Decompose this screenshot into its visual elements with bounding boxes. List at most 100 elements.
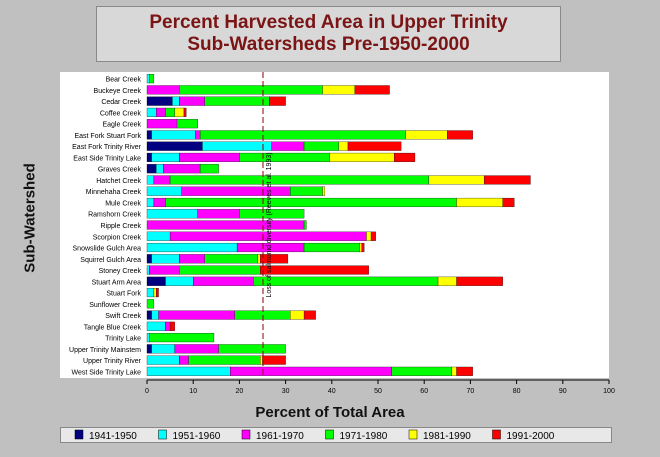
category-label: Squirrel Gulch Area [80, 257, 141, 264]
bar-segment [204, 254, 259, 264]
bar-segment [146, 141, 203, 151]
bar-segment [158, 310, 235, 320]
category-label: Snowslide Gulch Area [73, 246, 142, 253]
bar-segment [146, 220, 305, 230]
bar-segment [359, 242, 362, 253]
bar-segment [361, 242, 365, 253]
bar-segment [179, 254, 205, 264]
x-tick-label: 100 [603, 388, 615, 395]
bar-segment [146, 152, 152, 162]
bar-segment [253, 276, 439, 286]
legend-label: 1991-2000 [507, 431, 555, 442]
legend-swatch [74, 429, 84, 440]
bar-segment [165, 197, 457, 208]
category-label: Swift Creek [105, 313, 141, 320]
bar-segment [502, 197, 515, 208]
bar-segment [149, 333, 215, 343]
bar-segment [146, 254, 152, 264]
category-label: Bear Creek [106, 77, 142, 84]
annotation-label: Loss of salmonid diversity (Reeves et al… [266, 152, 273, 297]
bar-segment [146, 186, 182, 196]
bar-segment [163, 164, 201, 174]
bar-segment [338, 141, 349, 151]
legend-swatch [158, 429, 167, 440]
bar-segment [322, 186, 326, 196]
legend-label: 1981-1990 [423, 431, 471, 442]
bar-segment [179, 96, 205, 106]
category-label: Stuart Arm Area [92, 279, 142, 286]
bar-segment [169, 321, 175, 331]
category-label: Coffee Creek [100, 110, 142, 117]
bar-segment [151, 310, 159, 320]
bar-segment [260, 355, 263, 365]
bar-segment [484, 175, 531, 185]
bar-segment [437, 276, 457, 286]
bar-segment [151, 130, 196, 140]
bar-segment [146, 265, 150, 275]
bar-segment [179, 152, 240, 162]
category-label: Cedar Creek [101, 99, 141, 106]
legend-label: 1951-1960 [173, 431, 221, 442]
bar-segment [146, 276, 166, 286]
category-label: Buckeye Creek [94, 88, 142, 95]
bar-segment [174, 107, 185, 117]
x-axis-label: Percent of Total Area [255, 404, 405, 421]
bar-segment [146, 366, 231, 376]
bar-segment [405, 130, 448, 140]
legend-label: 1961-1970 [256, 431, 304, 442]
x-tick-label: 30 [282, 388, 290, 395]
bar-segment [172, 96, 180, 106]
category-label: Trinity Lake [105, 336, 141, 343]
category-label: Upper Trinity Mainstem [69, 347, 141, 354]
bar-segment [239, 152, 330, 162]
bar-segment [366, 231, 372, 241]
bar-segment [303, 310, 316, 320]
bar-segment [193, 276, 254, 286]
bar-segment [165, 276, 194, 286]
category-label: West Side Trinity Lake [71, 369, 141, 376]
bar-segment [239, 209, 305, 219]
bar-segment [153, 288, 157, 298]
bar-segment [451, 366, 457, 376]
bar-segment [218, 344, 286, 354]
bar-segment [199, 130, 406, 140]
category-label: East Side Trinity Lake [73, 155, 141, 162]
bar-segment [146, 85, 180, 95]
bar-segment [257, 254, 261, 264]
bar-segment [202, 141, 272, 151]
bar-segment [179, 85, 323, 95]
category-label: Stuart Fork [106, 291, 141, 298]
bar-segment [149, 265, 180, 275]
legend-swatch [408, 429, 418, 440]
category-label: Ramshorn Creek [88, 212, 141, 219]
bar-segment [428, 175, 485, 185]
bar-segment [146, 164, 157, 174]
bar-segment [146, 130, 152, 140]
chart-title-line-2: Sub-Watersheds Pre-1950-2000 [187, 34, 470, 55]
bar-segment [146, 197, 155, 208]
bar-segment [197, 209, 240, 219]
bar-segment [322, 85, 356, 95]
x-tick-label: 20 [236, 388, 244, 395]
bar-segment [329, 152, 395, 162]
category-label: East Fork Trinity River [72, 144, 142, 151]
legend-label: 1971-1980 [340, 431, 388, 442]
x-tick-label: 70 [467, 388, 475, 395]
bar-segment [354, 85, 390, 95]
bar-segment [271, 141, 305, 151]
x-tick-label: 10 [189, 388, 197, 395]
bar-segment [269, 96, 286, 106]
bar-segment [156, 288, 159, 298]
bar-segment [146, 299, 155, 309]
bar-segment [156, 107, 166, 117]
x-tick-label: 80 [513, 388, 521, 395]
chart-title-line-1: Percent Harvested Area in Upper Trinity [149, 12, 508, 33]
bar-segment [303, 220, 307, 230]
bar-segment [188, 355, 261, 365]
bar-segment [146, 209, 198, 219]
bar-segment [146, 355, 180, 365]
bar-segment [146, 321, 166, 331]
bar-segment [230, 366, 393, 376]
bar-segment [174, 344, 219, 354]
